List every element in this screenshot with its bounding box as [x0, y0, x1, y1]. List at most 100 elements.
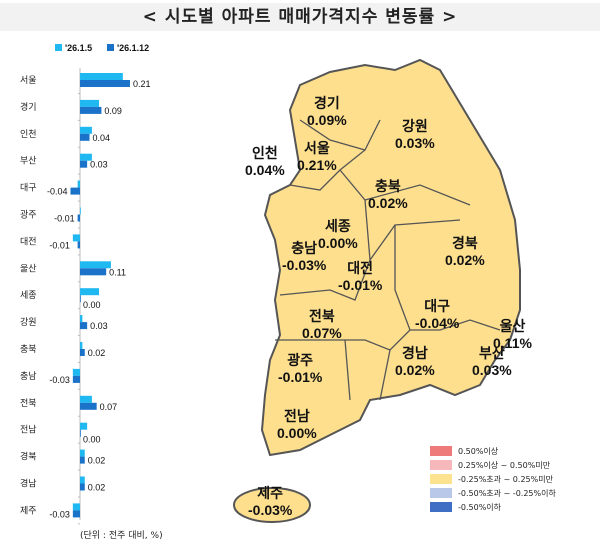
- data-label: -0.04: [47, 187, 68, 197]
- bar-previous: [72, 368, 80, 376]
- category-label: 충북: [20, 344, 37, 355]
- region-name: 인천: [251, 145, 278, 161]
- map-label-9: 전북 0.07%: [302, 308, 342, 342]
- bar-previous: [80, 207, 81, 215]
- map-label-3: 서울 0.21%: [297, 140, 337, 174]
- legend-swatch: [107, 44, 114, 51]
- data-label: 0.09: [104, 106, 122, 116]
- map-label-15: 전남 0.00%: [277, 408, 317, 442]
- bar-current: [72, 510, 80, 518]
- bar-current: [80, 402, 97, 410]
- region-name: 광주: [287, 352, 314, 368]
- data-label: -0.03: [49, 375, 70, 385]
- data-label: -0.01: [54, 214, 75, 224]
- bar-previous: [80, 395, 92, 403]
- region-value: 0.00%: [318, 235, 358, 251]
- bar-previous: [80, 449, 85, 457]
- category-label: 대구: [20, 183, 37, 194]
- data-label: 0.11: [109, 267, 126, 277]
- region-name: 대구: [424, 298, 451, 314]
- legend-swatch: [430, 502, 452, 512]
- bar-current: [77, 214, 80, 222]
- region-name: 전북: [308, 308, 335, 324]
- region-value: -0.01%: [338, 277, 383, 293]
- bar-previous: [72, 234, 80, 242]
- bar-previous: [80, 288, 100, 296]
- mainland-shape: [260, 58, 521, 457]
- region-name: 충북: [374, 178, 401, 194]
- map-label-1: 강원 0.03%: [395, 118, 435, 152]
- legend-swatch: [430, 474, 452, 484]
- data-label: 0.21: [133, 79, 151, 89]
- map-label-5: 세종 0.00%: [318, 218, 358, 252]
- region-name: 경기: [313, 95, 340, 111]
- data-label: 0.04: [93, 133, 111, 143]
- legend-swatch: [430, 460, 452, 470]
- map-label-0: 경기 0.09%: [307, 95, 347, 129]
- bar-previous: [80, 261, 111, 269]
- legend-item: 0.25%이상 ~ 0.50%미만: [430, 458, 556, 472]
- legend-item: 0.50%이상: [430, 444, 556, 458]
- map-legend: 0.50%이상 0.25%이상 ~ 0.50%미만 -0.25%초과 ~ 0.2…: [430, 444, 556, 514]
- bar-previous: [72, 503, 80, 511]
- data-label: 0.02: [88, 348, 106, 358]
- region-name: 세종: [324, 218, 351, 234]
- map-label-7: 충남 -0.03%: [282, 240, 326, 274]
- bar-current: [77, 241, 80, 249]
- category-label: 충남: [20, 371, 37, 382]
- bar-current: [80, 268, 107, 276]
- region-name: 강원: [401, 118, 428, 134]
- region-name: 부산: [478, 345, 505, 361]
- category-label: 서울: [20, 75, 37, 86]
- data-label: 0.00: [83, 435, 101, 445]
- bar-previous: [77, 180, 80, 188]
- region-borders: [275, 119, 501, 401]
- region-name: 경남: [401, 345, 428, 361]
- data-label: 0.03: [90, 321, 108, 331]
- data-label: 0.03: [90, 160, 108, 170]
- page-title: < 시도별 아파트 매매가격지수 변동률 >: [0, 3, 600, 31]
- region-value: -0.04%: [415, 315, 460, 331]
- category-label: 세종: [20, 290, 37, 301]
- bar-current: [80, 80, 130, 87]
- region-name: 제주: [257, 485, 284, 501]
- region-value: -0.03%: [248, 502, 293, 518]
- category-label: 울산: [20, 263, 37, 274]
- region-name: 충남: [291, 240, 318, 256]
- category-label: 전남: [20, 425, 37, 436]
- region-name: 전남: [283, 408, 310, 424]
- region-value: 0.02%: [445, 252, 485, 268]
- data-label: 0.07: [100, 402, 118, 412]
- map-label-16: 제주 -0.03%: [248, 485, 292, 519]
- region-value: 0.03%: [472, 362, 512, 378]
- region-name: 대전: [347, 260, 374, 276]
- bar-previous: [80, 342, 83, 349]
- data-label: 0.02: [88, 456, 106, 466]
- map-label-14: 부산 0.03%: [472, 345, 512, 379]
- data-label: -0.01: [49, 240, 70, 250]
- legend-swatch: [430, 488, 452, 498]
- bar-current: [80, 456, 85, 464]
- category-label: 제주: [20, 505, 37, 516]
- region-value: 0.03%: [395, 135, 435, 151]
- data-label: -0.03: [49, 509, 70, 519]
- region-value: 0.00%: [277, 425, 317, 441]
- legend-item: -0.50%초과 ~ -0.25%이하: [430, 486, 556, 500]
- bar-current: [80, 429, 81, 437]
- map-label-2: 인천 0.04%: [245, 145, 285, 179]
- bar-previous: [80, 99, 100, 107]
- bar-previous: [80, 476, 85, 484]
- map-label-10: 대구 -0.04%: [415, 298, 459, 332]
- bar-current: [80, 106, 102, 114]
- category-label: 인천: [20, 129, 37, 140]
- legend-label: '26.1.5: [65, 43, 92, 53]
- region-value: 0.02%: [395, 362, 435, 378]
- map-label-12: 광주 -0.01%: [278, 352, 322, 386]
- unit-label: (단위 : 전주 대비, %): [80, 531, 163, 541]
- legend-swatch: [430, 446, 452, 456]
- bar-current: [80, 349, 85, 356]
- region-value: 0.02%: [368, 195, 408, 211]
- bar-previous: [80, 73, 123, 80]
- region-value: 0.11%: [493, 335, 532, 351]
- category-label: 대전: [20, 236, 37, 247]
